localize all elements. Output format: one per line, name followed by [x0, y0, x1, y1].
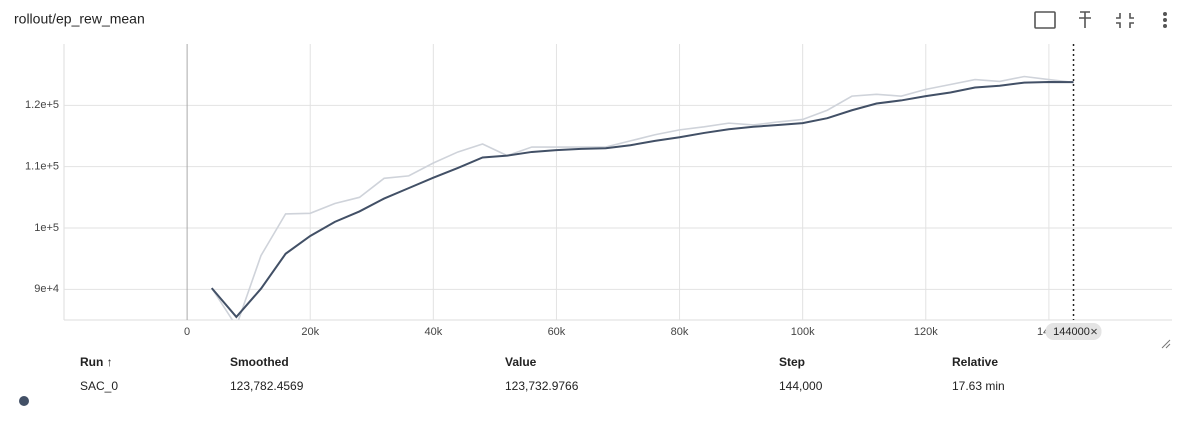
x-tick-label: 80k: [671, 326, 689, 338]
plot-area: [210, 44, 1075, 320]
series-line: [210, 81, 1074, 319]
column-header[interactable]: Run ↑: [80, 355, 113, 369]
table-cell: SAC_0: [80, 379, 118, 393]
axis-labels: 9e+4 1e+5 1.1e+5 1.2e+5 0 20k 40k 60k 80k 100k 120…: [25, 99, 1102, 340]
table-cell: 123,732.9766: [505, 379, 579, 393]
x-tick-label: 20k: [301, 326, 319, 338]
column-header: Value: [505, 355, 537, 369]
table-cell: 17.63 min: [952, 379, 1005, 393]
table-cell: 123,782.4569: [230, 379, 304, 393]
cursor-badge: [1045, 323, 1102, 340]
resize-handle[interactable]: [1161, 339, 1171, 349]
x-tick-label: 120k: [914, 326, 938, 338]
card-title: rollout/ep_rew_mean: [14, 11, 145, 27]
cursor-close[interactable]: [1091, 328, 1097, 335]
y-tick-label: 1.1e+5: [25, 161, 59, 173]
toolbar: [1034, 11, 1167, 29]
run-color-dot: [19, 396, 29, 406]
x-tick-label: 0: [184, 326, 190, 338]
x-tick-label: 40k: [424, 326, 442, 338]
collapse-button[interactable]: [1116, 13, 1134, 28]
fullscreen-button[interactable]: [1034, 11, 1056, 29]
x-tick-label: 100k: [791, 326, 815, 338]
menu-button[interactable]: [1163, 12, 1167, 28]
series-line: [211, 75, 1074, 320]
x-tick-label: 60k: [548, 326, 566, 338]
column-header: Step: [779, 355, 805, 369]
pin-button[interactable]: [1079, 11, 1091, 28]
column-header: Smoothed: [230, 355, 289, 369]
y-tick-label: 1.2e+5: [25, 99, 59, 111]
column-header: Relative: [952, 355, 998, 369]
table-cell: 144,000: [779, 379, 823, 393]
cursor-label: 144000: [1053, 326, 1090, 338]
y-tick-label: 1e+5: [34, 222, 59, 234]
y-tick-label: 9e+4: [34, 283, 59, 295]
